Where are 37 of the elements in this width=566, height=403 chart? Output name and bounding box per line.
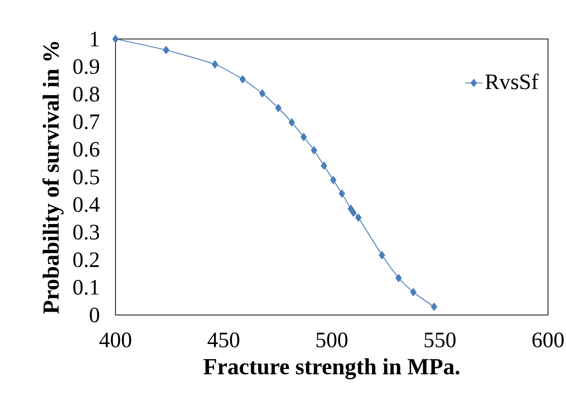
x-tick-label: 450 xyxy=(208,332,240,348)
point xyxy=(410,288,416,296)
point xyxy=(212,60,218,68)
y-tick-label: 0.3 xyxy=(73,224,100,240)
point xyxy=(430,302,438,311)
point xyxy=(378,251,386,260)
point xyxy=(112,34,119,44)
y-axis-title: Probability of survival in % xyxy=(42,42,64,314)
x-tick-label: 500 xyxy=(316,332,348,348)
y-tick-label: 0.1 xyxy=(73,280,99,295)
point xyxy=(338,190,346,198)
point xyxy=(350,208,357,217)
point xyxy=(310,146,318,154)
point xyxy=(275,104,282,112)
point xyxy=(330,176,336,184)
point xyxy=(162,46,170,54)
point xyxy=(300,132,307,142)
legend-label: RvsSf xyxy=(485,74,538,90)
x-tick-label: 600 xyxy=(532,332,564,348)
point xyxy=(395,274,402,282)
y-tick-label: 0.5 xyxy=(73,170,100,184)
y-tick-label: 0.4 xyxy=(73,197,100,212)
point xyxy=(240,75,246,84)
point xyxy=(320,162,328,170)
y-tick-label: 1 xyxy=(90,32,99,46)
x-axis-title: Fracture strength in MPa. xyxy=(204,358,460,380)
y-tick-label: 0.6 xyxy=(73,142,100,157)
y-tick-label: 0.2 xyxy=(73,252,99,268)
point xyxy=(355,214,362,222)
x-tick-label: 550 xyxy=(424,332,456,348)
y-tick-label: 0.9 xyxy=(73,59,100,74)
y-tick-label: 0 xyxy=(90,308,100,322)
x-tick-label: 400 xyxy=(99,332,132,348)
point xyxy=(259,89,266,98)
y-tick-label: 0.7 xyxy=(73,114,100,130)
point xyxy=(288,118,295,126)
y-tick-label: 0.8 xyxy=(73,86,100,102)
